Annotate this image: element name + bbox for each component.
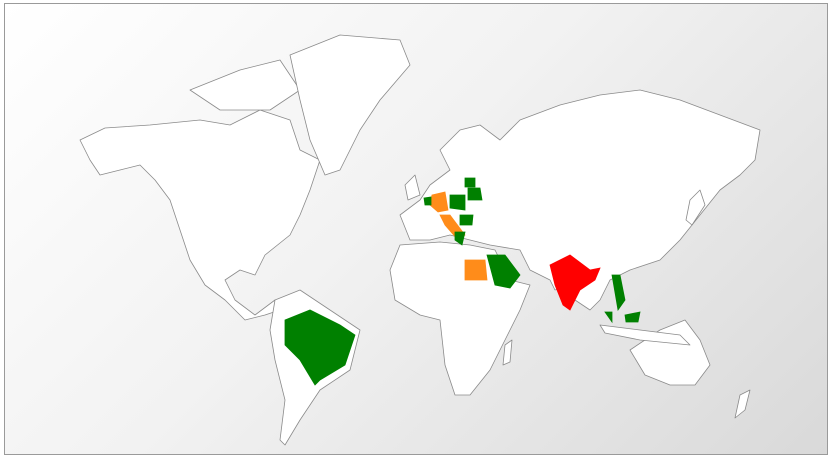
country-saudi-arabia[interactable] xyxy=(486,254,521,289)
country-vietnam[interactable] xyxy=(611,274,626,312)
country-poland[interactable] xyxy=(449,194,466,211)
highlighted-countries xyxy=(284,177,641,386)
country-greece[interactable] xyxy=(454,231,466,246)
country-benelux[interactable] xyxy=(423,196,432,206)
greenland[interactable] xyxy=(289,34,411,176)
arctic-islands[interactable] xyxy=(189,59,301,111)
indonesia[interactable] xyxy=(599,324,691,346)
country-belarus[interactable] xyxy=(467,187,483,201)
continents xyxy=(79,34,761,446)
madagascar[interactable] xyxy=(502,339,513,366)
country-baltics[interactable] xyxy=(464,177,476,188)
australia[interactable] xyxy=(629,319,711,386)
japan[interactable] xyxy=(685,189,706,226)
country-egypt[interactable] xyxy=(464,259,488,281)
country-romania[interactable] xyxy=(459,214,474,226)
country-malaysia[interactable] xyxy=(624,311,641,323)
country-malaysia[interactable] xyxy=(604,311,613,324)
north-america[interactable] xyxy=(79,109,321,321)
country-india[interactable] xyxy=(549,254,601,311)
great-britain[interactable] xyxy=(404,174,421,201)
country-brazil[interactable] xyxy=(284,309,356,386)
new-zealand[interactable] xyxy=(734,389,751,419)
eurasia[interactable] xyxy=(399,89,761,311)
